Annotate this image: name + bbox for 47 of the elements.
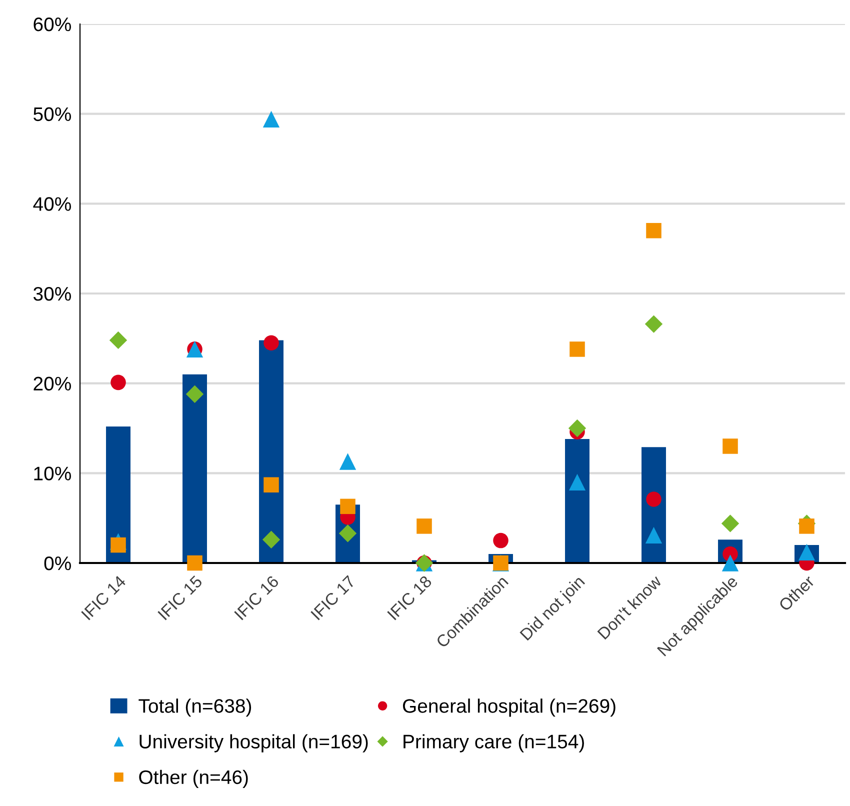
y-tick-label: 40% (33, 197, 71, 211)
point (264, 335, 279, 351)
x-tick-label: IFIC 17 (310, 575, 356, 620)
point (339, 453, 356, 470)
legend-label: General hospital (n=269) (402, 698, 616, 717)
point (722, 438, 738, 454)
point (570, 342, 585, 357)
y-tick-label: 30% (33, 286, 71, 301)
bar (565, 439, 590, 563)
y-tick-label: 20% (34, 376, 71, 391)
point (646, 222, 662, 238)
y-tick-label: 60% (34, 17, 71, 32)
point (416, 518, 432, 534)
point (568, 474, 586, 490)
x-tick-label: IFIC 18 (387, 574, 432, 620)
point (568, 419, 586, 438)
x-tick-label: IFIC 14 (81, 574, 127, 620)
y-tick-label: 0% (44, 556, 71, 570)
point (644, 315, 663, 333)
point (262, 530, 280, 548)
point (645, 526, 662, 544)
point (262, 110, 280, 128)
x-tick-label: IFIC 16 (234, 574, 280, 620)
legend-label: University hospital (n=169) (140, 734, 368, 752)
x-tick-label: Did not join (519, 574, 588, 644)
point (798, 544, 816, 561)
point (187, 555, 202, 571)
point (340, 498, 356, 514)
point (109, 331, 128, 350)
point (110, 537, 126, 553)
point (646, 492, 662, 507)
bar (106, 426, 130, 563)
point (493, 532, 508, 548)
x-tick-label: IFIC 15 (158, 574, 203, 620)
y-tick-label: 10% (34, 466, 71, 480)
legend-label: Primary care (n=154) (404, 734, 584, 752)
legend-label: Other (n=46) (139, 770, 248, 788)
point (799, 518, 814, 534)
point (110, 374, 126, 390)
y-tick-label: 50% (34, 107, 71, 122)
point (722, 554, 739, 572)
legend-label: Total (n=638) (138, 698, 252, 717)
point (186, 385, 204, 403)
bar (182, 374, 207, 563)
bar (259, 340, 284, 563)
point (264, 477, 279, 492)
point (721, 514, 740, 532)
